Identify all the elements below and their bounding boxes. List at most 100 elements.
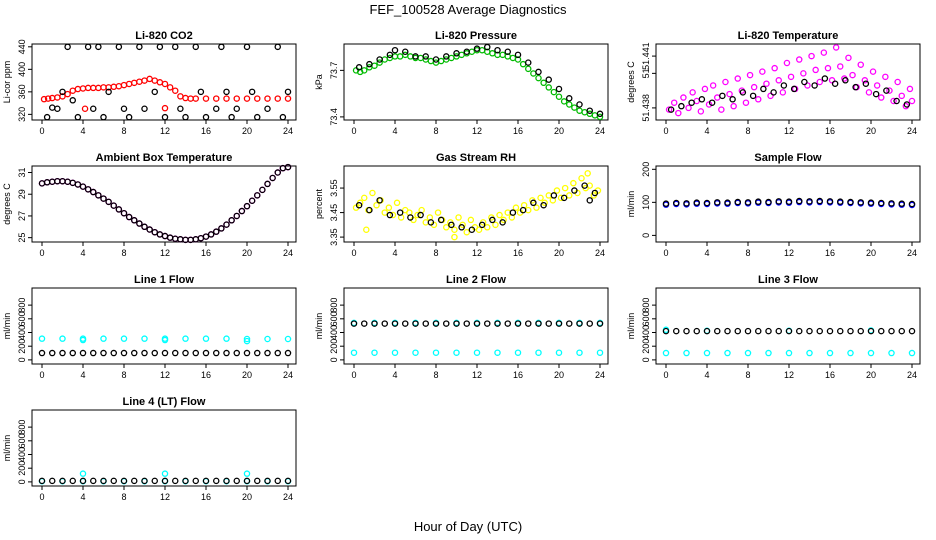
panel-6: Sample Flow ml/min 0 4 8 12 16 20 24 0 100 200 — [626, 152, 921, 258]
y-tick-label: 3.45 — [329, 204, 339, 222]
data-point — [442, 224, 450, 231]
data-point — [586, 107, 594, 114]
data-point — [171, 349, 179, 357]
data-point — [796, 327, 803, 335]
x-tick-label: 24 — [283, 492, 293, 502]
x-tick-label: 16 — [201, 370, 211, 380]
y-axis-label: ml/min — [2, 313, 12, 340]
data-point — [755, 96, 762, 103]
data-point — [171, 477, 179, 485]
data-point — [212, 95, 220, 102]
data-point — [130, 217, 138, 224]
y-tick-label: 100 — [641, 195, 651, 210]
data-point — [785, 198, 793, 205]
data-point — [463, 228, 470, 236]
x-tick-label: 16 — [201, 248, 211, 258]
data-point — [867, 349, 875, 357]
data-point — [243, 43, 251, 51]
data-point — [744, 349, 752, 357]
data-point — [512, 204, 520, 211]
data-point — [744, 199, 752, 206]
data-point — [166, 84, 174, 91]
data-point — [898, 92, 906, 100]
panel-title: Line 3 Flow — [758, 274, 818, 286]
data-point — [212, 349, 220, 357]
data-point — [525, 320, 532, 327]
data-point — [401, 320, 409, 327]
data-point — [701, 85, 709, 93]
data-point — [473, 349, 481, 356]
panel-title: Gas Stream RH — [436, 152, 516, 164]
data-point — [100, 113, 107, 121]
data-point — [540, 201, 547, 209]
data-point — [432, 56, 440, 63]
x-tick-label: 8 — [121, 492, 126, 502]
data-point — [820, 49, 828, 56]
plot-frame — [655, 287, 921, 365]
x-tick-label: 16 — [513, 126, 523, 136]
y-axis-label: ml/min — [2, 435, 12, 462]
data-point — [259, 186, 266, 194]
data-point — [151, 477, 158, 485]
x-tick-label: 4 — [80, 248, 85, 258]
data-point — [596, 110, 604, 118]
data-point — [161, 477, 169, 485]
data-point — [407, 214, 414, 221]
x-tick-label: 20 — [866, 370, 876, 380]
data-point — [136, 43, 143, 51]
data-point — [228, 113, 235, 121]
x-tick-label: 20 — [554, 126, 564, 136]
data-point — [391, 46, 399, 54]
data-point — [826, 198, 834, 205]
data-point — [683, 327, 690, 335]
data-point — [141, 105, 148, 112]
y-tick-label: 200 — [641, 162, 651, 177]
data-point — [442, 320, 450, 327]
data-point — [724, 199, 731, 206]
data-point — [670, 99, 678, 106]
data-point — [274, 349, 281, 357]
data-point — [785, 327, 793, 335]
data-point — [90, 105, 97, 112]
x-tick-label: 24 — [283, 370, 293, 380]
panel-title: Line 4 (LT) Flow — [123, 396, 206, 408]
x-tick-label: 4 — [80, 370, 85, 380]
data-point — [519, 206, 527, 214]
data-point — [744, 327, 752, 335]
data-point — [38, 349, 46, 357]
data-point — [678, 102, 685, 110]
data-point — [555, 349, 563, 356]
data-point — [560, 98, 568, 105]
data-point — [906, 85, 914, 93]
data-point — [586, 320, 594, 327]
data-point — [831, 80, 839, 87]
data-point — [847, 349, 854, 357]
data-point — [514, 320, 522, 327]
x-tick-label: 16 — [825, 248, 835, 258]
data-point — [662, 200, 670, 207]
data-point — [796, 197, 803, 205]
data-point — [765, 327, 772, 335]
data-point — [248, 88, 256, 96]
data-point — [130, 477, 138, 485]
data-point — [243, 95, 251, 102]
data-point — [537, 194, 544, 202]
data-point — [284, 335, 292, 343]
data-point — [665, 106, 673, 113]
data-point — [177, 105, 184, 112]
data-point — [832, 44, 840, 51]
x-tick-label: 12 — [160, 492, 170, 502]
data-point — [755, 198, 762, 205]
y-tick-label: 360 — [17, 84, 27, 99]
x-tick-label: 4 — [392, 126, 397, 136]
data-point — [783, 59, 791, 67]
x-tick-label: 24 — [595, 126, 605, 136]
data-point — [680, 94, 687, 101]
data-point — [770, 89, 777, 96]
data-point — [824, 64, 832, 72]
data-point — [44, 95, 52, 102]
data-point — [84, 43, 92, 51]
data-point — [787, 73, 795, 81]
data-point — [688, 99, 695, 106]
data-point — [693, 327, 701, 335]
